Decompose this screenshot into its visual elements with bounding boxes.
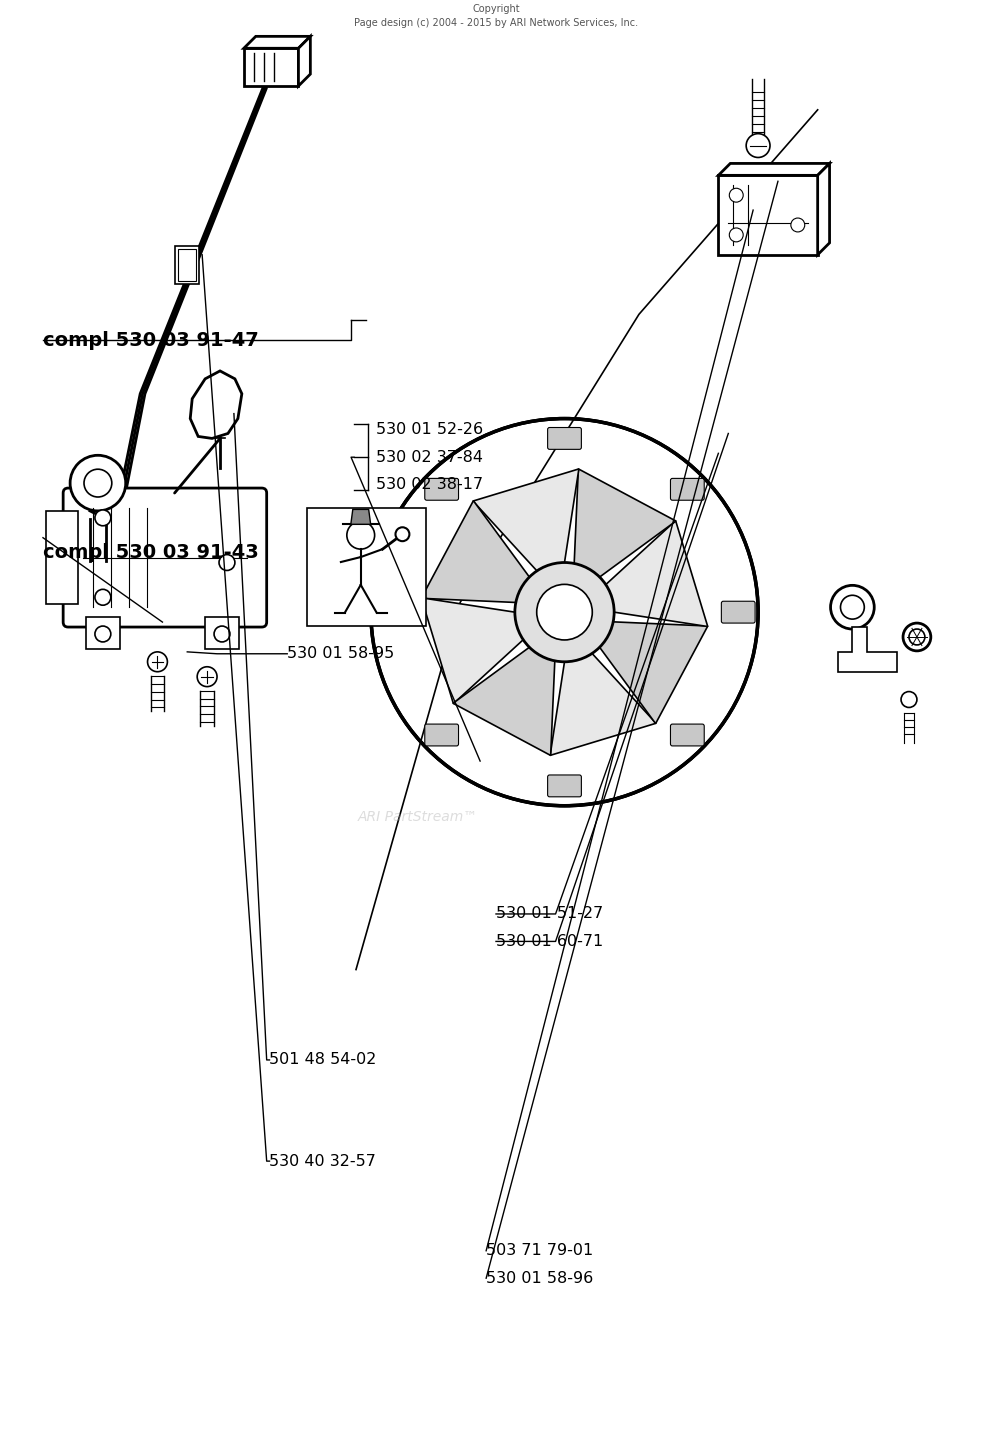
- Text: compl 530 03 91-47: compl 530 03 91-47: [43, 331, 259, 349]
- FancyBboxPatch shape: [671, 724, 704, 745]
- Polygon shape: [718, 163, 829, 175]
- Circle shape: [791, 218, 805, 232]
- FancyBboxPatch shape: [721, 601, 755, 623]
- Circle shape: [537, 584, 592, 641]
- Text: 530 01 60-71: 530 01 60-71: [496, 933, 603, 949]
- Polygon shape: [599, 622, 707, 724]
- Polygon shape: [244, 48, 299, 86]
- Circle shape: [909, 629, 925, 645]
- Text: 530 02 37-84: 530 02 37-84: [376, 450, 483, 464]
- Polygon shape: [453, 648, 555, 756]
- Circle shape: [903, 623, 930, 651]
- FancyBboxPatch shape: [671, 479, 704, 501]
- Circle shape: [95, 626, 111, 642]
- FancyBboxPatch shape: [205, 617, 239, 649]
- Text: 530 01 52-26: 530 01 52-26: [376, 422, 483, 437]
- Polygon shape: [351, 510, 371, 524]
- Circle shape: [214, 626, 230, 642]
- Text: 530 40 32-57: 530 40 32-57: [270, 1153, 376, 1169]
- FancyBboxPatch shape: [425, 724, 458, 745]
- Circle shape: [901, 692, 917, 708]
- Text: Copyright
Page design (c) 2004 - 2015 by ARI Network Services, Inc.: Copyright Page design (c) 2004 - 2015 by…: [354, 4, 638, 28]
- FancyBboxPatch shape: [374, 601, 408, 623]
- Polygon shape: [837, 628, 897, 671]
- Text: 530 01 58-96: 530 01 58-96: [486, 1271, 593, 1286]
- Circle shape: [746, 134, 770, 157]
- FancyBboxPatch shape: [425, 479, 458, 501]
- Polygon shape: [190, 371, 242, 438]
- Polygon shape: [574, 469, 676, 577]
- Text: compl 530 03 91-43: compl 530 03 91-43: [43, 543, 259, 562]
- FancyBboxPatch shape: [176, 246, 199, 284]
- Circle shape: [148, 652, 168, 671]
- FancyBboxPatch shape: [179, 249, 196, 281]
- Polygon shape: [606, 521, 707, 626]
- Circle shape: [95, 510, 111, 526]
- Polygon shape: [551, 654, 656, 756]
- Text: 530 01 58-95: 530 01 58-95: [288, 646, 395, 661]
- Text: 530 01 51-27: 530 01 51-27: [496, 907, 603, 922]
- FancyBboxPatch shape: [63, 488, 267, 628]
- Circle shape: [396, 527, 410, 542]
- Polygon shape: [244, 36, 310, 48]
- FancyBboxPatch shape: [548, 775, 581, 796]
- Circle shape: [830, 585, 874, 629]
- Circle shape: [219, 555, 235, 571]
- FancyBboxPatch shape: [47, 511, 78, 604]
- Polygon shape: [422, 501, 530, 603]
- Circle shape: [729, 188, 743, 202]
- Circle shape: [515, 562, 614, 662]
- Circle shape: [729, 229, 743, 242]
- Polygon shape: [817, 163, 829, 255]
- FancyBboxPatch shape: [548, 428, 581, 450]
- Circle shape: [371, 418, 758, 805]
- Circle shape: [95, 590, 111, 606]
- Circle shape: [70, 456, 126, 511]
- Polygon shape: [422, 598, 523, 703]
- Text: 503 71 79-01: 503 71 79-01: [486, 1243, 593, 1258]
- FancyBboxPatch shape: [308, 508, 426, 626]
- Text: ARI PartStream™: ARI PartStream™: [358, 810, 478, 824]
- Polygon shape: [473, 469, 579, 571]
- Circle shape: [840, 596, 864, 619]
- Circle shape: [197, 667, 217, 687]
- Circle shape: [84, 469, 112, 496]
- Text: 501 48 54-02: 501 48 54-02: [270, 1053, 377, 1067]
- Circle shape: [347, 521, 375, 549]
- Text: 530 02 38-17: 530 02 38-17: [376, 478, 483, 492]
- Polygon shape: [299, 36, 310, 86]
- Polygon shape: [718, 175, 817, 255]
- FancyBboxPatch shape: [86, 617, 120, 649]
